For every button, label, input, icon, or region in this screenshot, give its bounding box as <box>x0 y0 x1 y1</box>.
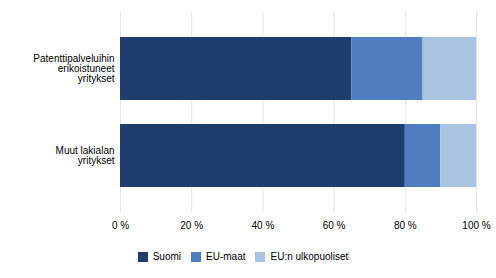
html-text:EU:n ulkopuoliset: EU:n ulkopuoliset <box>270 251 349 262</box>
svg-text:40 %: 40 % <box>252 220 275 231</box>
svg-text:0 %: 0 % <box>112 220 129 231</box>
svg-text:80 %: 80 % <box>394 220 417 231</box>
html-text:Suomi: Suomi <box>152 251 181 262</box>
html-text:EU-maat: EU-maat <box>206 251 246 262</box>
svg-text:Patenttipalveluihinerikoistune: Patenttipalveluihinerikoistuneetyritykse… <box>33 53 114 84</box>
svg-text:60 %: 60 % <box>323 220 346 231</box>
svg-text:Muut lakialanyritykset: Muut lakialanyritykset <box>56 145 115 166</box>
svg-text:20 %: 20 % <box>180 220 203 231</box>
svg-text:100 %: 100 % <box>462 220 490 231</box>
